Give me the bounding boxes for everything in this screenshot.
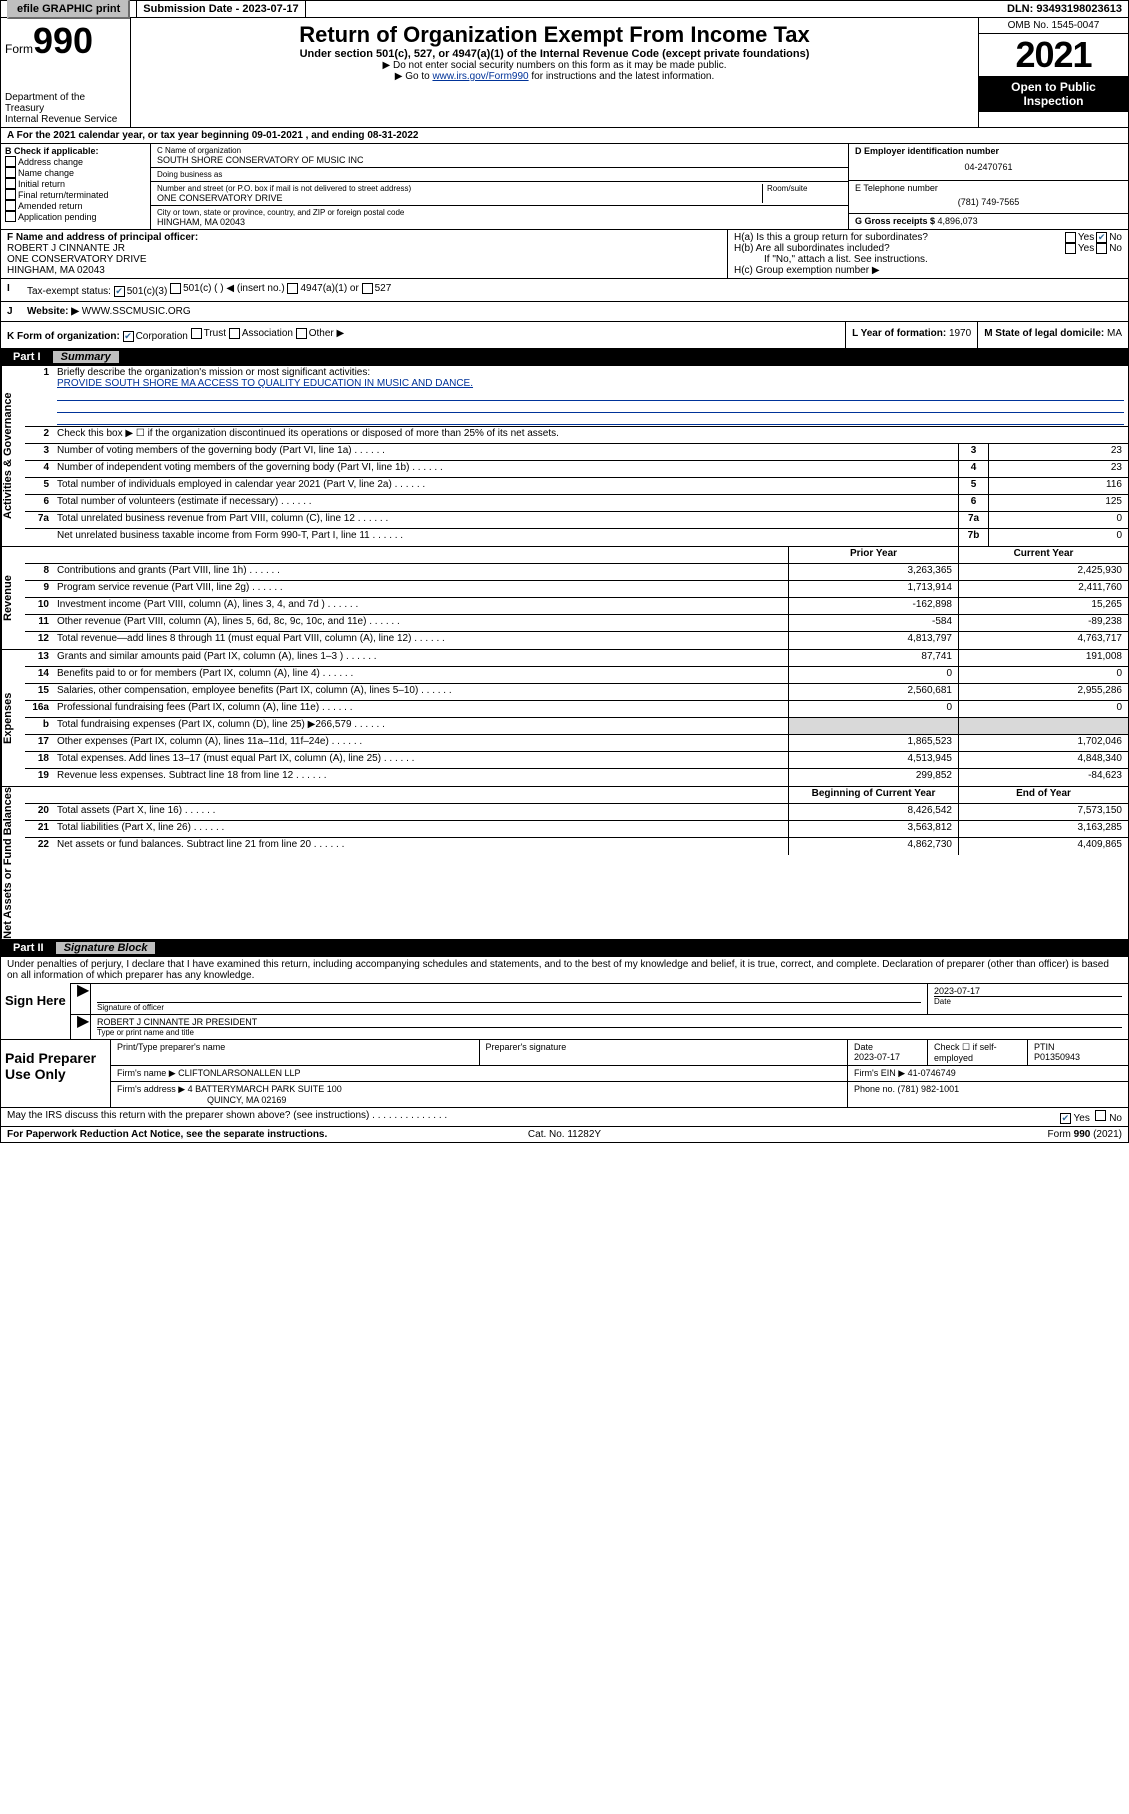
- paid-preparer-block: Paid Preparer Use Only Print/Type prepar…: [0, 1040, 1129, 1108]
- submission-date: Submission Date - 2023-07-17: [137, 1, 305, 17]
- summary-revenue: Revenue Prior YearCurrent Year 8Contribu…: [0, 547, 1129, 650]
- summary-row: 16aProfessional fundraising fees (Part I…: [25, 701, 1128, 718]
- summary-row: 18Total expenses. Add lines 13–17 (must …: [25, 752, 1128, 769]
- summary-row: 3Number of voting members of the governi…: [25, 444, 1128, 461]
- section-bcde: B Check if applicable: Address change Na…: [0, 144, 1129, 230]
- topbar: efile GRAPHIC print Submission Date - 20…: [0, 0, 1129, 18]
- header-left: Form990 Department of the Treasury Inter…: [1, 18, 131, 127]
- summary-row: 15Salaries, other compensation, employee…: [25, 684, 1128, 701]
- part-i-header: Part I Summary: [0, 349, 1129, 366]
- header-right: OMB No. 1545-0047 2021 Open to Public In…: [978, 18, 1128, 127]
- may-irs-discuss: May the IRS discuss this return with the…: [0, 1108, 1129, 1127]
- summary-row: 6Total number of volunteers (estimate if…: [25, 495, 1128, 512]
- dln: DLN: 93493198023613: [1001, 1, 1128, 17]
- page-footer: For Paperwork Reduction Act Notice, see …: [0, 1127, 1129, 1143]
- row-j-website: J Website: ▶ WWW.SSCMUSIC.ORG: [0, 302, 1129, 322]
- summary-row: 17Other expenses (Part IX, column (A), l…: [25, 735, 1128, 752]
- summary-row: 19Revenue less expenses. Subtract line 1…: [25, 769, 1128, 786]
- summary-row: 14Benefits paid to or for members (Part …: [25, 667, 1128, 684]
- summary-row: bTotal fundraising expenses (Part IX, co…: [25, 718, 1128, 735]
- summary-netassets: Net Assets or Fund Balances Beginning of…: [0, 787, 1129, 940]
- summary-row: 10Investment income (Part VIII, column (…: [25, 598, 1128, 615]
- summary-row: 20Total assets (Part X, line 16)8,426,54…: [25, 804, 1128, 821]
- summary-row: 22Net assets or fund balances. Subtract …: [25, 838, 1128, 855]
- summary-row: 5Total number of individuals employed in…: [25, 478, 1128, 495]
- summary-row: 9Program service revenue (Part VIII, lin…: [25, 581, 1128, 598]
- principal-officer: F Name and address of principal officer:…: [1, 230, 728, 278]
- summary-expenses: Expenses 13Grants and similar amounts pa…: [0, 650, 1129, 787]
- group-return: H(a) Is this a group return for subordin…: [728, 230, 1128, 278]
- summary-row: 4Number of independent voting members of…: [25, 461, 1128, 478]
- summary-row: 13Grants and similar amounts paid (Part …: [25, 650, 1128, 667]
- row-klm: K Form of organization: Corporation Trus…: [0, 322, 1129, 349]
- efile-button[interactable]: efile GRAPHIC print: [1, 1, 137, 17]
- col-b-checkboxes: B Check if applicable: Address change Na…: [1, 144, 151, 229]
- summary-row: 12Total revenue—add lines 8 through 11 (…: [25, 632, 1128, 649]
- summary-row: 8Contributions and grants (Part VIII, li…: [25, 564, 1128, 581]
- col-de: D Employer identification number04-24707…: [848, 144, 1128, 229]
- signature-block: Under penalties of perjury, I declare th…: [0, 957, 1129, 1040]
- part-ii-header: Part II Signature Block: [0, 940, 1129, 957]
- irs-link[interactable]: www.irs.gov/Form990: [432, 71, 528, 82]
- summary-governance: Activities & Governance 1Briefly describ…: [0, 366, 1129, 547]
- header-title: Return of Organization Exempt From Incom…: [131, 18, 978, 127]
- summary-row: 7aTotal unrelated business revenue from …: [25, 512, 1128, 529]
- row-f-h: F Name and address of principal officer:…: [0, 230, 1129, 279]
- summary-row: 21Total liabilities (Part X, line 26)3,5…: [25, 821, 1128, 838]
- col-c-org: C Name of organizationSOUTH SHORE CONSER…: [151, 144, 848, 229]
- row-i-j: I Tax-exempt status: 501(c)(3) 501(c) ( …: [0, 279, 1129, 302]
- dept-treasury: Department of the Treasury Internal Reve…: [5, 92, 126, 125]
- summary-row: 11Other revenue (Part VIII, column (A), …: [25, 615, 1128, 632]
- form-header: Form990 Department of the Treasury Inter…: [0, 18, 1129, 128]
- summary-row: Net unrelated business taxable income fr…: [25, 529, 1128, 546]
- row-a-tax-year: A For the 2021 calendar year, or tax yea…: [0, 128, 1129, 144]
